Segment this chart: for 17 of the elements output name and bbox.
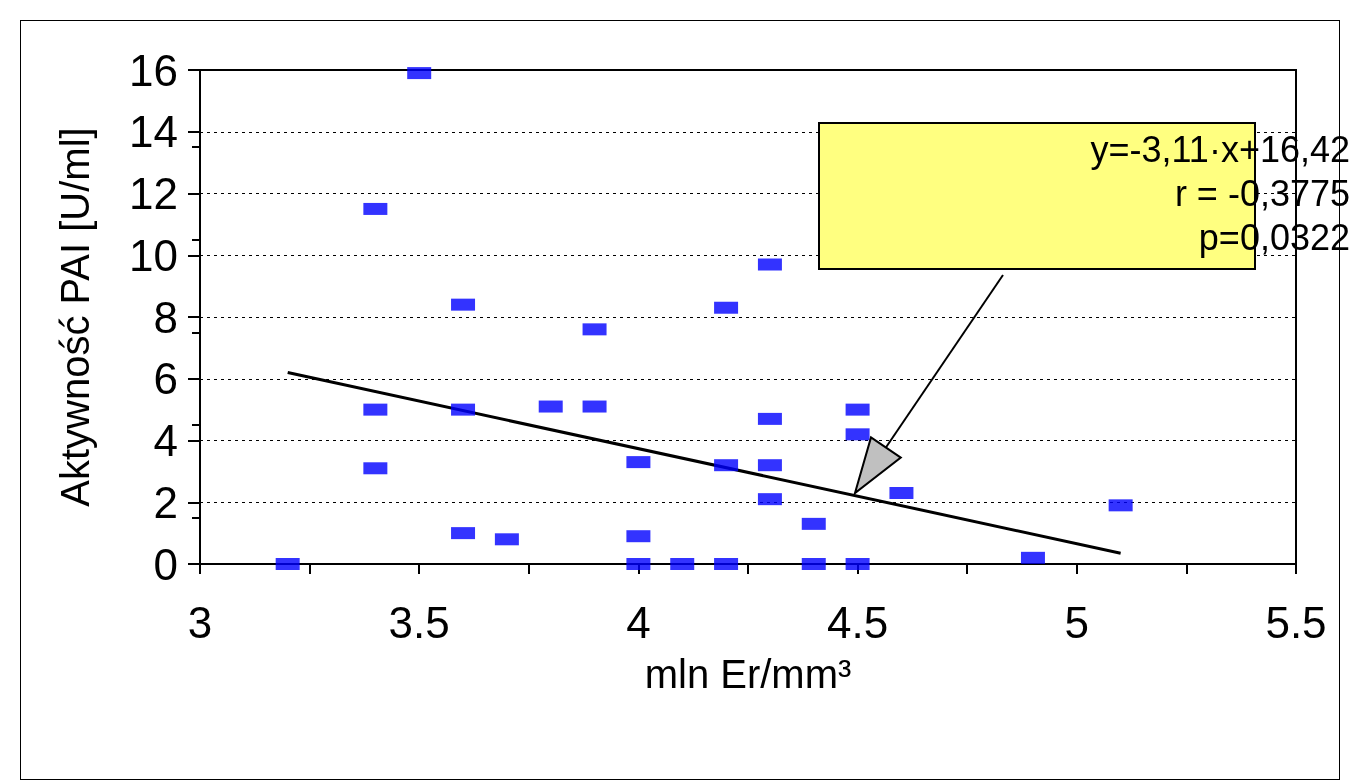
y-tick-label: 4 — [153, 416, 178, 465]
x-tick-label: 3 — [187, 597, 213, 647]
y-tick-label: 2 — [153, 477, 178, 527]
y-tick-label: 0 — [153, 539, 178, 589]
x-tick-label: 5.5 — [1265, 597, 1327, 647]
x-tick-label: 3.5 — [388, 597, 450, 647]
y-tick-label: 6 — [153, 354, 178, 404]
y-axis-title: Aktywność PAI [U/ml] — [53, 127, 97, 507]
y-tick-label: 16 — [129, 45, 178, 95]
y-tick-label: 8 — [153, 292, 178, 342]
x-tick-label: 4.5 — [827, 597, 889, 647]
x-tick-label: 5 — [1064, 597, 1090, 647]
y-tick-label: 12 — [129, 169, 178, 218]
x-tick-label: 4 — [626, 597, 651, 647]
y-tick-label: 10 — [129, 230, 178, 280]
x-axis-title: mln Er/mm³ — [644, 652, 852, 696]
y-tick-label: 14 — [129, 107, 178, 157]
